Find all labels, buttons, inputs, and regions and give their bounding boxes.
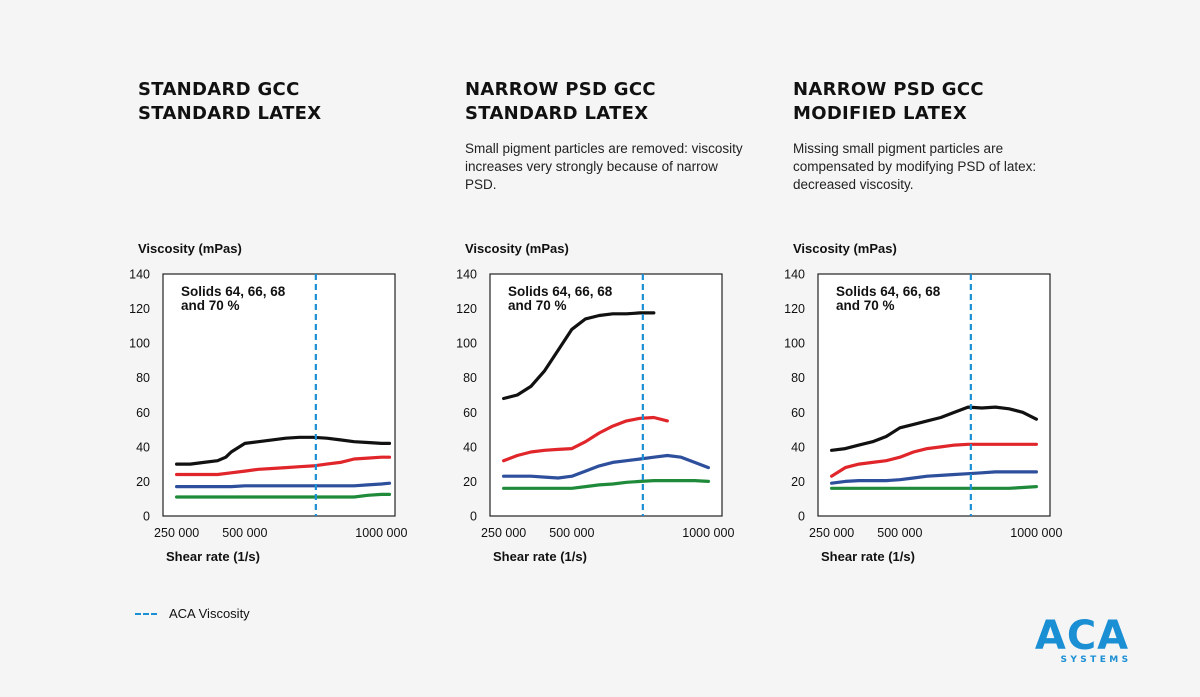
x-axis-label: Shear rate (1/s) [493,549,587,564]
aca-systems-logo: ACA SYSTEMS [1035,613,1131,665]
y-tick-label: 40 [463,440,477,454]
black-series-line [829,405,1038,452]
x-tick-label: 1000 000 [355,526,407,540]
solids-annotation: and 70 % [508,298,567,313]
x-tick-label: 1000 000 [1010,526,1062,540]
x-tick-label: 250 000 [154,526,199,540]
x-tick-label: 250 000 [809,526,854,540]
title-line-1: NARROW PSD GCC [465,79,656,100]
y-tick-label: 20 [463,475,477,489]
chart-panel-2: NARROW PSD GCC STANDARD LATEX Small pigm… [456,0,795,697]
panel-title: NARROW PSD GCC MODIFIED LATEX [793,78,984,126]
red-series-line [829,442,1038,478]
solids-annotation: and 70 % [181,298,240,313]
y-tick-label: 60 [791,406,805,420]
title-line-2: MODIFIED LATEX [793,103,968,124]
y-tick-label: 140 [784,268,805,282]
black-series-line [501,311,656,401]
x-tick-label: 500 000 [877,526,922,540]
chart-3: 0 20 40 60 80 100 120 140 250 000 500 000 1000 000… [784,268,1062,541]
y-tick-label: 0 [798,510,805,524]
y-tick-label: 140 [129,268,150,282]
solids-annotation: Solids 64, 66, 68 [836,284,941,299]
y-tick-label: 120 [456,302,477,316]
black-series-line [174,435,392,466]
title-line-2: STANDARD LATEX [465,103,649,124]
logo-main-text: ACA [1035,613,1129,659]
y-tick-label: 80 [136,371,150,385]
chart-2: 0 20 40 60 80 100 120 140 250 000 500 000 1000 000… [456,268,734,541]
y-tick-label: 120 [129,302,150,316]
y-tick-label: 20 [136,475,150,489]
y-axis-label: Viscosity (mPas) [465,241,569,256]
y-tick-label: 0 [143,510,150,524]
blue-series-line [829,470,1038,485]
solids-annotation: and 70 % [836,298,895,313]
y-tick-label: 80 [791,371,805,385]
y-tick-label: 100 [456,337,477,351]
panel-description: Missing small pigment particles are comp… [793,141,1037,192]
panel-description: Small pigment particles are removed: vis… [465,141,743,192]
chart-1: 0 20 40 60 80 100 120 140 250 000 500 000 1000 000… [129,268,407,541]
y-tick-label: 60 [463,406,477,420]
x-tick-label: 500 000 [222,526,267,540]
y-axis-label: Viscosity (mPas) [793,241,897,256]
y-tick-label: 100 [784,337,805,351]
aca-viscosity-dash-icon [135,612,157,615]
blue-series-line [174,481,392,489]
red-series-line [174,455,392,477]
y-tick-label: 40 [791,440,805,454]
y-tick-label: 120 [784,302,805,316]
legend: ACA Viscosity [135,606,250,621]
green-series-line [829,485,1038,490]
chart-panel-3: NARROW PSD GCC MODIFIED LATEX Missing sm… [784,0,1123,697]
y-tick-label: 60 [136,406,150,420]
y-axis-label: Viscosity (mPas) [138,241,242,256]
x-axis-label: Shear rate (1/s) [821,549,915,564]
green-series-line [174,492,392,499]
title-line-1: STANDARD GCC [138,79,300,100]
y-tick-label: 20 [791,475,805,489]
y-tick-label: 0 [470,510,477,524]
x-axis-label: Shear rate (1/s) [166,549,260,564]
y-tick-label: 40 [136,440,150,454]
green-series-line [501,479,710,490]
x-tick-label: 250 000 [481,526,526,540]
y-tick-label: 140 [456,268,477,282]
solids-annotation: Solids 64, 66, 68 [181,284,286,299]
panel-title: STANDARD GCC STANDARD LATEX [138,78,321,126]
y-tick-label: 100 [129,337,150,351]
x-tick-label: 500 000 [549,526,594,540]
legend-label: ACA Viscosity [169,606,250,621]
title-line-1: NARROW PSD GCC [793,79,984,100]
chart-panel-1: STANDARD GCC STANDARD LATEX Viscosity (m… [129,0,468,697]
x-tick-label: 1000 000 [682,526,734,540]
y-tick-label: 80 [463,371,477,385]
panel-title: NARROW PSD GCC STANDARD LATEX [465,78,656,126]
title-line-2: STANDARD LATEX [138,103,322,124]
solids-annotation: Solids 64, 66, 68 [508,284,613,299]
red-series-line [501,415,669,463]
logo-sub-text: SYSTEMS [1060,655,1131,665]
blue-series-line [501,453,710,480]
